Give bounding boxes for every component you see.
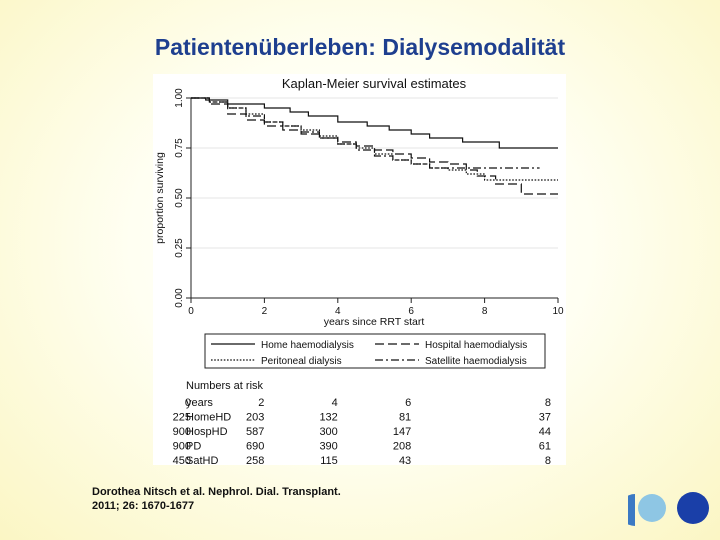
y-tick-label: 0.50 bbox=[174, 188, 185, 208]
logo-circle-dark bbox=[677, 492, 709, 524]
risk-cell: 8 bbox=[545, 455, 551, 465]
y-tick-label: 0.75 bbox=[174, 138, 185, 158]
series-line-2 bbox=[191, 97, 558, 195]
risk-header-year: 6 bbox=[405, 397, 411, 409]
logo bbox=[628, 492, 709, 526]
x-tick-label: 10 bbox=[552, 306, 564, 317]
km-chart: Kaplan-Meier survival estimates 0.00 0.25 0… bbox=[154, 76, 564, 465]
risk-cell: 300 bbox=[319, 426, 337, 438]
x-tick-label: 4 bbox=[335, 306, 341, 317]
risk-header-year: 8 bbox=[545, 397, 551, 409]
risk-cell: 587 bbox=[246, 426, 264, 438]
risk-cell: 225 bbox=[173, 412, 191, 424]
risk-cell: 61 bbox=[539, 441, 551, 453]
risk-header-year: 0 bbox=[185, 397, 191, 409]
y-tick-label: 0.00 bbox=[174, 288, 185, 308]
risk-row-label: PD bbox=[186, 441, 201, 453]
citation-line-2: 2011; 26: 1670-1677 bbox=[92, 500, 195, 512]
legend-label-4: Satellite haemodialysis bbox=[425, 356, 527, 367]
km-figure: Kaplan-Meier survival estimates 0.00 0.25 0… bbox=[153, 74, 566, 465]
risk-cell: 37 bbox=[539, 412, 551, 424]
logo-half-circle bbox=[628, 494, 635, 526]
risk-header-year: 4 bbox=[332, 397, 338, 409]
risk-cell: 115 bbox=[320, 455, 338, 465]
y-tick-label: 0.25 bbox=[174, 238, 185, 258]
risk-cell: 690 bbox=[246, 441, 264, 453]
risk-header-label: years bbox=[186, 397, 213, 409]
risk-table-title: Numbers at risk bbox=[186, 380, 264, 392]
legend-box bbox=[204, 333, 546, 369]
risk-cell: 208 bbox=[393, 441, 411, 453]
x-axis-label: years since RRT start bbox=[324, 316, 425, 328]
risk-row-label: SatHD bbox=[186, 455, 218, 465]
risk-row-label: HospHD bbox=[186, 426, 228, 438]
risk-cell: 203 bbox=[246, 412, 264, 424]
legend-label-1: Home haemodialysis bbox=[261, 340, 354, 351]
x-tick-label: 2 bbox=[262, 306, 268, 317]
chart-title: Kaplan-Meier survival estimates bbox=[282, 76, 467, 91]
y-tick-label: 1.00 bbox=[174, 88, 185, 108]
risk-cell: 43 bbox=[399, 455, 411, 465]
x-tick-label: 0 bbox=[188, 306, 194, 317]
legend-label-3: Peritoneal dialysis bbox=[261, 356, 342, 367]
risk-cell: 147 bbox=[393, 426, 411, 438]
legend-label-2: Hospital haemodialysis bbox=[425, 340, 527, 351]
risk-cell: 450 bbox=[173, 455, 191, 465]
risk-cell: 258 bbox=[246, 455, 264, 465]
series-line-4 bbox=[191, 97, 540, 169]
risk-cell: 900 bbox=[173, 441, 191, 453]
slide-title: Patientenüberleben: Dialysemodalität bbox=[154, 34, 566, 60]
logo-circle-light bbox=[638, 494, 666, 522]
risk-cell: 390 bbox=[319, 441, 337, 453]
risk-cell: 900 bbox=[173, 426, 191, 438]
series-line-1 bbox=[191, 97, 558, 149]
risk-cell: 81 bbox=[399, 412, 411, 424]
y-axis-label: proportion surviving bbox=[154, 152, 166, 244]
risk-row-label: HomeHD bbox=[186, 412, 231, 424]
risk-cell: 132 bbox=[319, 412, 337, 424]
citation: Dorothea Nitsch et al. Nephrol. Dial. Tr… bbox=[92, 485, 341, 513]
x-tick-label: 8 bbox=[482, 306, 488, 317]
x-tick-label: 6 bbox=[408, 306, 414, 317]
risk-cell: 44 bbox=[539, 426, 551, 438]
citation-line-1: Dorothea Nitsch et al. Nephrol. Dial. Tr… bbox=[92, 486, 341, 498]
risk-header-year: 2 bbox=[258, 397, 264, 409]
